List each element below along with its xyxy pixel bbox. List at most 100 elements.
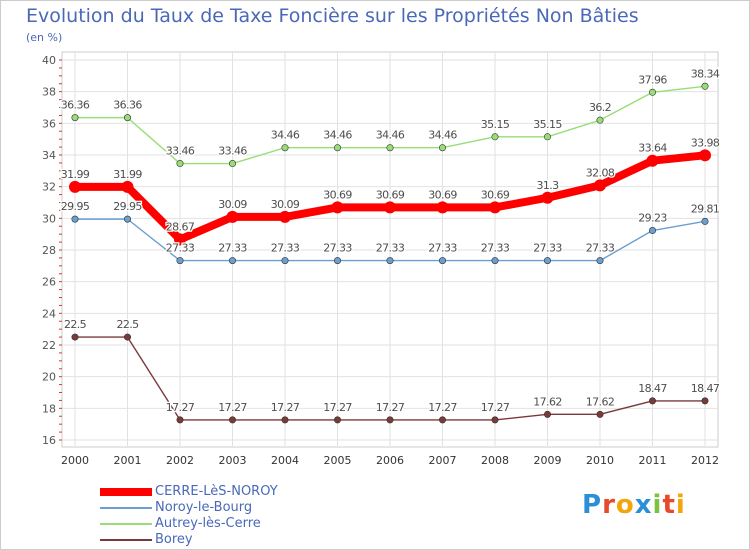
data-label-1: 27.33: [218, 242, 247, 255]
data-point-1: [438, 257, 446, 265]
data-point-1: [386, 257, 394, 265]
y-tick-label: 26: [42, 276, 56, 289]
y-tick-label: 20: [42, 371, 56, 384]
data-label-2: 34.46: [323, 129, 352, 142]
data-point-3: [491, 416, 499, 424]
data-label-3: 22.5: [64, 318, 87, 331]
x-tick-label: 2004: [271, 454, 299, 467]
data-point-1: [543, 257, 551, 265]
data-point-2: [333, 144, 341, 152]
logo-letter: x: [634, 490, 653, 520]
data-point-0: [541, 191, 554, 204]
data-label-2: 34.46: [376, 129, 405, 142]
logo-letter: t: [662, 490, 676, 520]
data-label-0: 31.3: [536, 179, 559, 192]
data-point-2: [281, 144, 289, 152]
logo-letter: P: [582, 490, 603, 520]
data-point-0: [594, 179, 606, 192]
data-label-0: 30.09: [218, 198, 247, 211]
data-label-2: 36.2: [589, 101, 611, 114]
data-point-0: [279, 210, 291, 223]
data-point-1: [701, 217, 709, 225]
y-tick-label: 18: [42, 402, 56, 415]
data-point-0: [436, 201, 449, 214]
data-point-2: [701, 82, 709, 90]
data-label-0: 30.69: [376, 188, 405, 201]
data-point-0: [384, 201, 396, 214]
data-label-1: 29.95: [61, 200, 90, 213]
x-tick-label: 2002: [166, 454, 194, 467]
data-label-3: 17.27: [271, 401, 300, 414]
data-point-0: [121, 180, 134, 193]
legend-swatch-cerre: [100, 488, 152, 496]
data-label-2: 38.34: [691, 67, 720, 80]
data-point-1: [281, 257, 289, 265]
data-point-2: [229, 160, 237, 168]
y-tick-label: 16: [42, 434, 56, 447]
data-label-3: 18.47: [638, 382, 667, 395]
data-label-3: 17.27: [166, 401, 195, 414]
data-label-0: 31.99: [113, 168, 142, 181]
data-label-3: 17.27: [376, 401, 405, 414]
data-point-0: [226, 210, 239, 223]
data-label-2: 35.15: [533, 118, 562, 131]
x-tick-label: 2005: [324, 454, 352, 467]
data-point-2: [71, 114, 79, 122]
legend-label-autrey: Autrey-lès-Cerre: [155, 516, 261, 531]
data-label-2: 33.46: [166, 145, 195, 158]
data-label-2: 34.46: [428, 129, 457, 142]
data-point-3: [438, 416, 446, 424]
data-point-3: [543, 410, 551, 418]
data-point-3: [71, 333, 79, 341]
data-point-2: [176, 160, 184, 168]
data-label-2: 36.36: [113, 99, 142, 112]
data-point-2: [386, 144, 394, 152]
y-tick-label: 24: [42, 307, 56, 320]
data-label-0: 31.99: [61, 168, 90, 181]
data-label-0: 30.69: [481, 188, 510, 201]
x-tick-label: 2009: [534, 454, 562, 467]
data-point-3: [333, 416, 341, 424]
data-point-1: [124, 215, 132, 223]
data-label-1: 29.95: [113, 200, 142, 213]
legend-swatch-noroy: [100, 507, 152, 509]
data-point-0: [646, 154, 659, 167]
x-tick-label: 2000: [61, 454, 89, 467]
data-point-2: [491, 133, 499, 141]
data-label-1: 27.33: [586, 242, 615, 255]
data-label-3: 17.27: [428, 401, 457, 414]
proxiti-logo: Proxiti: [582, 490, 686, 520]
legend-swatch-autrey: [100, 523, 152, 525]
data-label-3: 18.47: [691, 382, 720, 395]
data-point-3: [596, 410, 604, 418]
data-label-0: 33.98: [691, 136, 720, 149]
logo-letter: i: [652, 490, 663, 520]
data-label-1: 29.23: [638, 212, 667, 225]
data-point-3: [386, 416, 394, 424]
legend-label-noroy: Noroy-le-Bourg: [155, 500, 253, 515]
data-point-1: [229, 257, 237, 265]
y-tick-label: 22: [42, 339, 56, 352]
logo-letter: r: [602, 490, 616, 520]
data-label-0: 32.08: [586, 166, 615, 179]
data-point-0: [489, 201, 501, 214]
data-point-3: [229, 416, 237, 424]
data-label-1: 27.33: [481, 242, 510, 255]
data-label-2: 34.46: [271, 129, 300, 142]
data-label-3: 17.62: [586, 395, 615, 408]
y-tick-label: 38: [42, 86, 56, 99]
data-point-0: [331, 201, 344, 214]
x-tick-label: 2006: [376, 454, 404, 467]
data-point-3: [124, 333, 132, 341]
legend-swatch-borey: [100, 539, 152, 541]
data-label-1: 27.33: [428, 242, 457, 255]
x-tick-label: 2007: [429, 454, 457, 467]
data-label-1: 29.81: [691, 202, 720, 215]
data-label-2: 36.36: [61, 99, 90, 112]
data-label-0: 33.64: [638, 142, 667, 155]
data-label-3: 17.27: [218, 401, 247, 414]
data-point-1: [333, 257, 341, 265]
data-point-1: [176, 257, 184, 265]
data-label-2: 37.96: [638, 73, 667, 86]
